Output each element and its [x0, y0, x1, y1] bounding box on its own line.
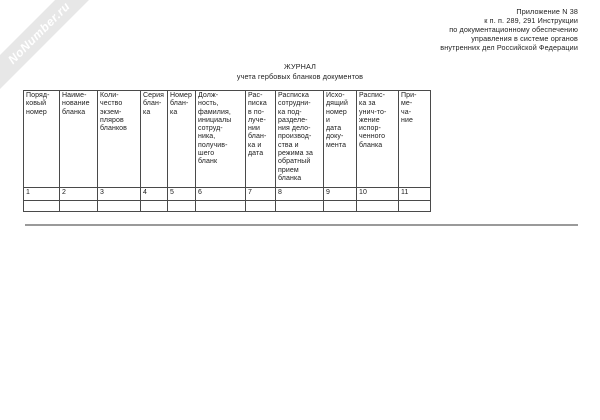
horizontal-rule: [25, 224, 578, 226]
column-header-6: Долж- ность, фамилия, инициалы сотруд- н…: [195, 90, 246, 188]
empty-cell: [140, 200, 168, 212]
empty-cell: [275, 200, 324, 212]
column-number-11: 11: [398, 187, 431, 201]
empty-cell: [167, 200, 196, 212]
column-number-2: 2: [59, 187, 98, 201]
column-header-7: Рас- писка в по- луче- нии блан- ка и да…: [245, 90, 276, 188]
empty-cell: [195, 200, 246, 212]
empty-cell: [356, 200, 399, 212]
column-number-1: 1: [23, 187, 60, 201]
column-number-10: 10: [356, 187, 399, 201]
column-header-8: Расписка сотрудни- ка под- разделе- ния …: [275, 90, 324, 188]
column-number-9: 9: [323, 187, 357, 201]
empty-cell: [23, 200, 60, 212]
empty-cell: [398, 200, 431, 212]
column-header-1: Поряд- ковый номер: [23, 90, 60, 188]
column-number-row: 1 2 3 4 5 6 7 8 9 10 11: [23, 187, 431, 201]
column-number-4: 4: [140, 187, 168, 201]
annotation-line: Приложение N 38: [516, 7, 578, 16]
column-number-6: 6: [195, 187, 246, 201]
column-number-3: 3: [97, 187, 141, 201]
appendix-annotation: Приложение N 38 к п. п. 289, 291 Инструк…: [440, 7, 578, 52]
annotation-line: к п. п. 289, 291 Инструкции: [484, 16, 578, 25]
annotation-line: управления в системе органов: [471, 34, 578, 43]
empty-cell: [59, 200, 98, 212]
column-header-9: Исхо- дящий номер и дата доку- мента: [323, 90, 357, 188]
column-number-7: 7: [245, 187, 276, 201]
column-header-11: При- ме- ча- ние: [398, 90, 431, 188]
document-title: ЖУРНАЛ учета гербовых бланков документов: [0, 62, 600, 81]
column-number-5: 5: [167, 187, 196, 201]
empty-cell: [97, 200, 141, 212]
annotation-line: внутренних дел Российской Федерации: [440, 43, 578, 52]
column-header-4: Серия блан- ка: [140, 90, 168, 188]
empty-entry-row: [23, 200, 431, 212]
column-header-10: Распис- ка за унич-то- жение испор- ченн…: [356, 90, 399, 188]
watermark-text: NoNumber.ru: [5, 0, 73, 67]
annotation-line: по документационному обеспечению: [449, 25, 578, 34]
column-header-3: Коли- чество экзем- пляров бланков: [97, 90, 141, 188]
empty-cell: [245, 200, 276, 212]
column-header-2: Наиме- нование бланка: [59, 90, 98, 188]
column-header-5: Номер блан- ка: [167, 90, 196, 188]
journal-table: Поряд- ковый номер Наиме- нование бланка…: [23, 90, 431, 212]
column-number-8: 8: [275, 187, 324, 201]
title-line-2: учета гербовых бланков документов: [236, 71, 364, 81]
header-row: Поряд- ковый номер Наиме- нование бланка…: [23, 90, 431, 188]
title-line-1: ЖУРНАЛ: [284, 62, 316, 71]
empty-cell: [323, 200, 357, 212]
